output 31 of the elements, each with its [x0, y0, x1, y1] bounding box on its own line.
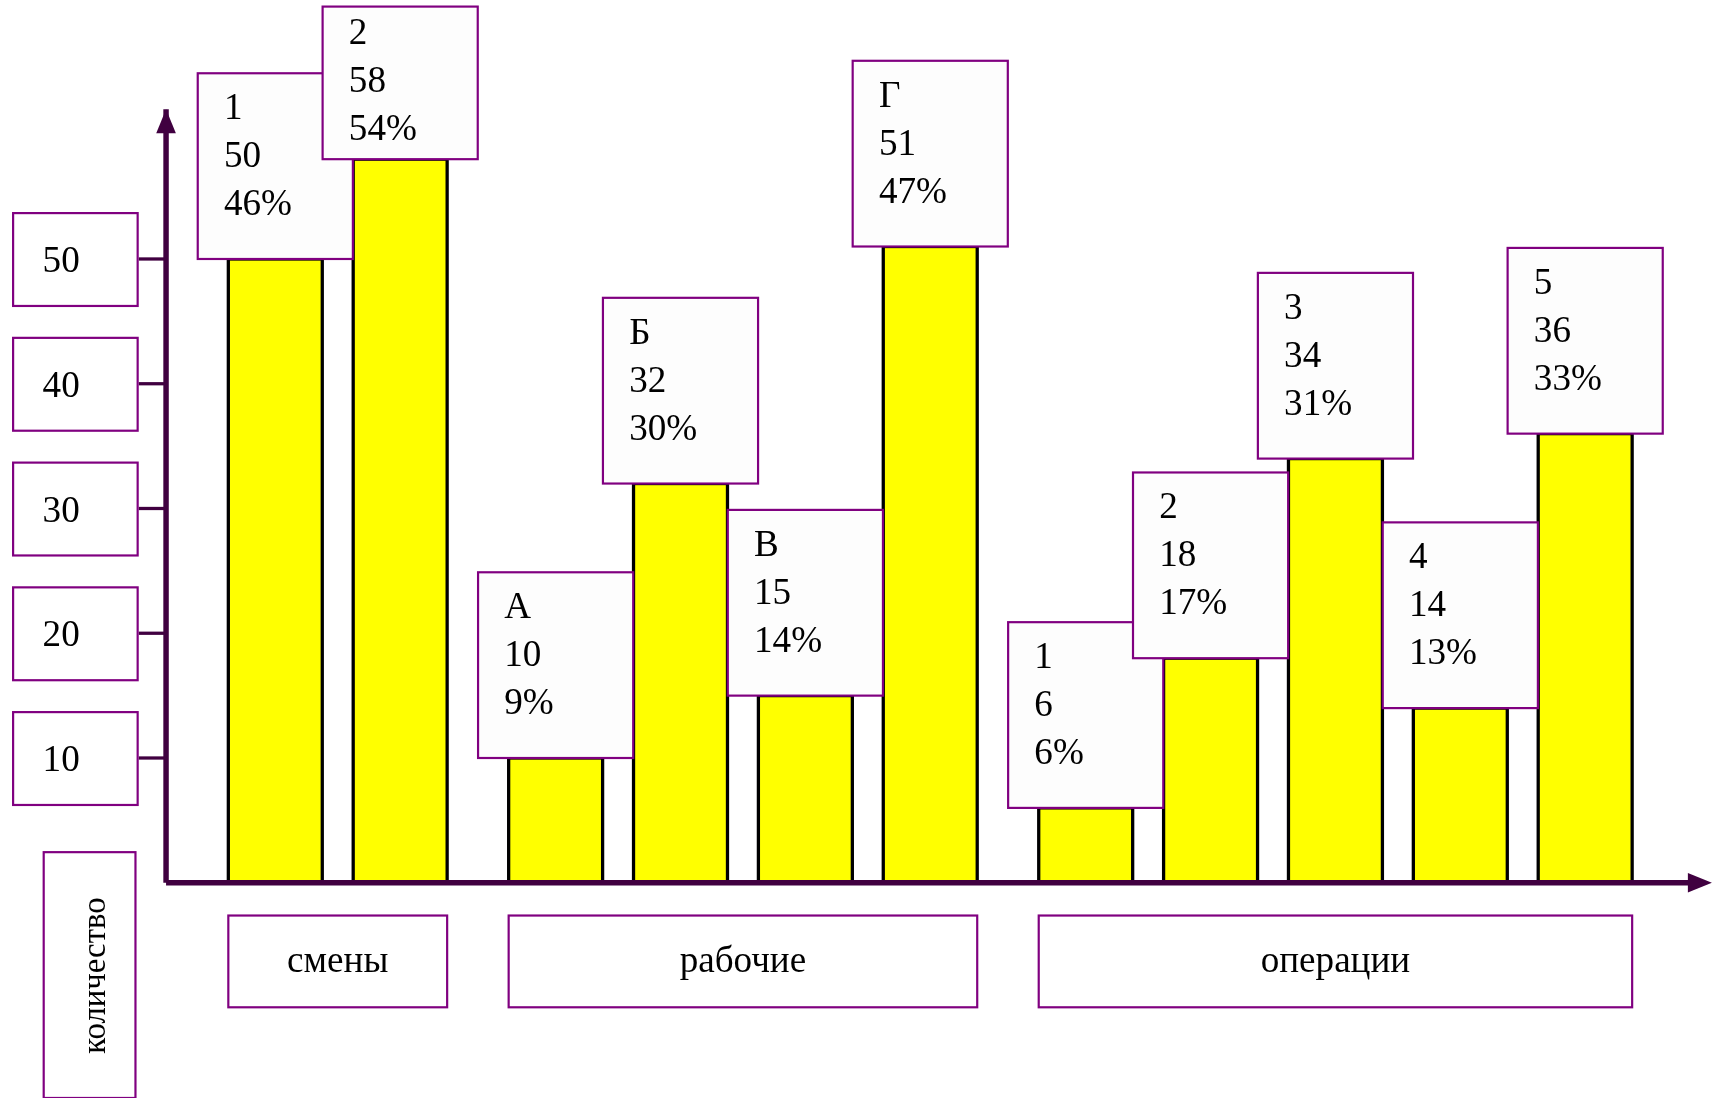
text: рабочие: [679, 939, 807, 981]
data-label: 18 17%: [1159, 533, 1228, 623]
data-label: 50 46%: [223, 134, 293, 224]
x-tick-label: 2: [348, 10, 368, 52]
y-tick-label: 10: [42, 738, 80, 780]
x-tick-label: 4: [1408, 535, 1428, 577]
x-tick-label: 5: [1533, 260, 1553, 302]
data-label: 14 13%: [1408, 583, 1478, 673]
y-tick-label: 50: [42, 239, 80, 281]
x-tick-label: 3: [1284, 285, 1303, 327]
x-tick-label: В: [754, 522, 779, 564]
data-label: 34 31%: [1284, 333, 1353, 423]
y-axis-title: количество: [75, 897, 112, 1054]
y-tick-label: 20: [42, 613, 80, 655]
y-tick-label: 30: [42, 488, 80, 530]
data-label: 58 54%: [348, 58, 417, 148]
x-tick-label: Б: [629, 310, 651, 352]
data-label: 6 6%: [1034, 683, 1084, 773]
data-label: 15 14%: [754, 570, 823, 660]
data-label: 36 33%: [1533, 308, 1602, 398]
y-tick-label: 40: [42, 363, 80, 405]
x-tick-label: 1: [1034, 635, 1053, 677]
data-label: 51 47%: [878, 121, 947, 211]
data-label: 32 30%: [629, 358, 698, 448]
x-tick-label: Г: [878, 73, 901, 115]
x-tick-label: 2: [1159, 485, 1178, 527]
text: операции: [1260, 939, 1411, 981]
x-tick-label: А: [504, 585, 532, 627]
text: смены: [287, 939, 389, 981]
x-tick-label: 1: [223, 86, 243, 128]
data-label: 10 9%: [504, 633, 554, 723]
